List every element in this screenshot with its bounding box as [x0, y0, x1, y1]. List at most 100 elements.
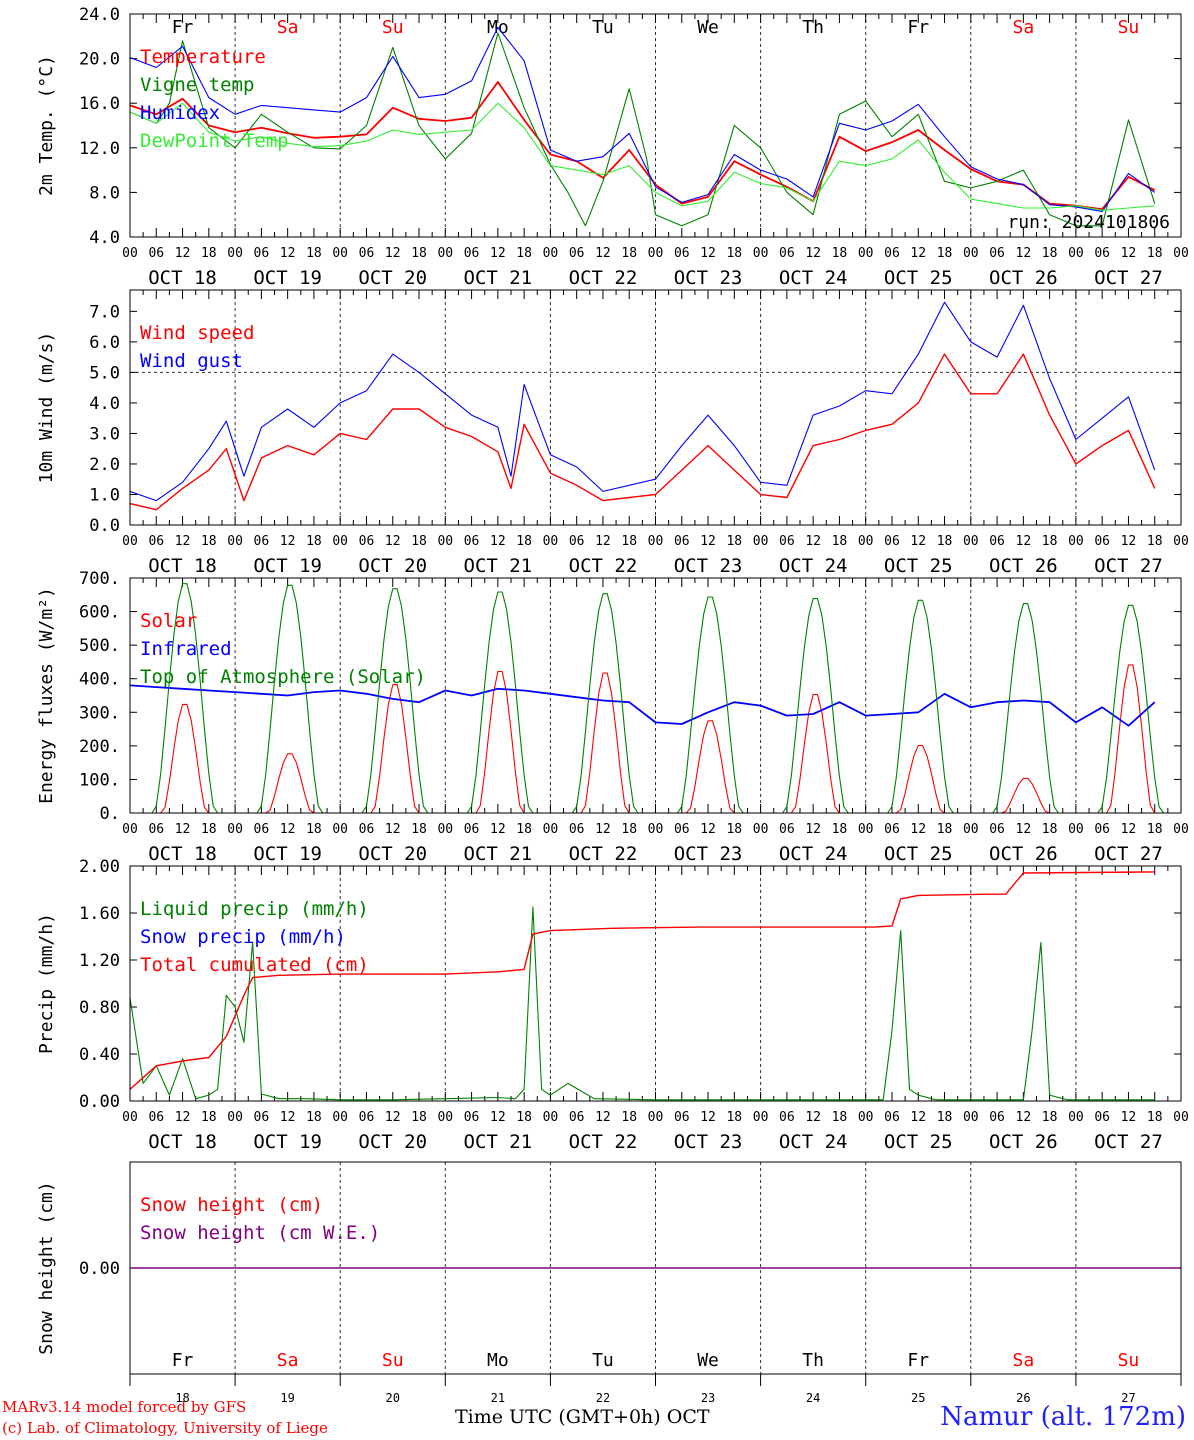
x-hour-label: 18	[937, 1110, 953, 1125]
time-axis-month: OCT	[666, 1406, 710, 1428]
x-hour-label: 06	[1094, 822, 1110, 837]
x-hour-label: 00	[332, 246, 348, 261]
x-hour-label: 06	[569, 534, 585, 549]
y-axis-title: Snow height (cm)	[36, 1181, 57, 1354]
legend-infrared: Infrared	[140, 638, 232, 660]
x-hour-label: 18	[1042, 534, 1058, 549]
y-tick-label: 600.	[79, 603, 120, 623]
x-hour-label: 18	[516, 246, 532, 261]
y-tick-label: 2.0	[89, 455, 120, 475]
x-day-label: OCT 22	[569, 555, 638, 577]
x-hour-label: 06	[989, 246, 1005, 261]
y-tick-label: 2.00	[79, 857, 120, 877]
x-hour-label: 00	[543, 822, 559, 837]
x-hour-label: 18	[201, 246, 217, 261]
legend-snow-height-cm-w-e: Snow height (cm W.E.)	[140, 1222, 380, 1244]
x-hour-label: 00	[1068, 246, 1084, 261]
legend-humidex: Humidex	[140, 102, 220, 124]
x-hour-label: 12	[1121, 534, 1137, 549]
time-axis-label: Time UTC (GMT+0h) OCT	[455, 1406, 710, 1428]
x-hour-label: 18	[411, 246, 427, 261]
x-hour-label: 06	[464, 534, 480, 549]
x-hour-label: 12	[910, 1110, 926, 1125]
y-tick-label: 6.0	[89, 333, 120, 353]
x-day-label: OCT 22	[569, 843, 638, 865]
x-hour-label: 00	[753, 534, 769, 549]
x-hour-label: 18	[726, 246, 742, 261]
legend-snow-precip-mm-h: Snow precip (mm/h)	[140, 926, 346, 948]
y-tick-label: 400.	[79, 670, 120, 690]
x-hour-label: 06	[359, 822, 375, 837]
y-tick-label: 0.0	[89, 516, 120, 536]
weekday-label: Sa	[277, 17, 299, 38]
x-hour-label: 12	[595, 1110, 611, 1125]
x-hour-label: 06	[254, 1110, 270, 1125]
x-hour-label: 06	[779, 1110, 795, 1125]
x-hour-label: 00	[963, 822, 979, 837]
y-tick-label: 8.0	[89, 183, 120, 203]
x-hour-label: 18	[1147, 246, 1163, 261]
x-day-label: OCT 25	[884, 843, 953, 865]
x-hour-label: 00	[122, 246, 138, 261]
plot-frame	[129, 289, 1182, 526]
series-wind-speed	[130, 353, 1156, 511]
y-tick-label: 5.0	[89, 363, 120, 383]
x-day-number: 22	[596, 1391, 610, 1405]
weekday-label: Tu	[592, 1350, 614, 1371]
x-day-label: OCT 19	[253, 267, 322, 289]
x-day-label: OCT 23	[674, 1131, 743, 1153]
x-hour-label: 00	[437, 822, 453, 837]
weekday-label: Su	[382, 17, 404, 38]
x-hour-label: 00	[858, 534, 874, 549]
x-hour-label: 12	[490, 246, 506, 261]
x-hour-label: 18	[306, 1110, 322, 1125]
x-hour-label: 12	[280, 246, 296, 261]
x-hour-label: 06	[884, 822, 900, 837]
legend-temperature: Temperature	[140, 46, 266, 68]
x-day-label: OCT 24	[779, 267, 848, 289]
x-hour-label: 00	[227, 822, 243, 837]
x-hour-label: 12	[1016, 822, 1032, 837]
x-hour-label: 00	[753, 1110, 769, 1125]
x-hour-label: 06	[569, 1110, 585, 1125]
x-hour-label: 12	[595, 534, 611, 549]
x-hour-label: 12	[805, 246, 821, 261]
x-hour-label: 18	[306, 822, 322, 837]
x-hour-label: 18	[516, 822, 532, 837]
plot-frame	[129, 1161, 1182, 1375]
x-hour-label: 18	[832, 534, 848, 549]
x-day-label: OCT 25	[884, 267, 953, 289]
time-axis-label-text: Time UTC (GMT+0h)	[455, 1406, 661, 1428]
y-tick-label: 1.60	[79, 904, 120, 924]
x-hour-label: 18	[621, 534, 637, 549]
x-day-label: OCT 20	[358, 555, 427, 577]
y-axis-title: 10m Wind (m/s)	[36, 332, 57, 484]
x-day-label: OCT 25	[884, 555, 953, 577]
x-day-label: OCT 18	[148, 267, 217, 289]
x-hour-label: 12	[490, 822, 506, 837]
weekday-label: Th	[802, 17, 824, 38]
weekday-label: Tu	[592, 17, 614, 38]
x-hour-label: 12	[910, 534, 926, 549]
x-hour-label: 00	[437, 534, 453, 549]
y-tick-label: 200.	[79, 737, 120, 757]
y-tick-label: 1.0	[89, 485, 120, 505]
x-hour-label: 00	[1173, 246, 1189, 261]
weekday-label: Su	[1118, 17, 1140, 38]
x-hour-label: 12	[595, 822, 611, 837]
x-hour-label: 18	[516, 534, 532, 549]
weekday-label: Sa	[277, 1350, 299, 1371]
y-tick-label: 3.0	[89, 424, 120, 444]
x-day-label: OCT 26	[989, 1131, 1058, 1153]
x-hour-label: 18	[937, 822, 953, 837]
x-day-number: 21	[491, 1391, 505, 1405]
legend-wind-gust: Wind gust	[140, 350, 243, 372]
x-hour-label: 00	[437, 246, 453, 261]
x-hour-label: 00	[332, 1110, 348, 1125]
x-hour-label: 00	[227, 534, 243, 549]
x-hour-label: 00	[858, 822, 874, 837]
x-hour-label: 12	[1016, 1110, 1032, 1125]
x-hour-label: 18	[1147, 1110, 1163, 1125]
x-hour-label: 12	[175, 1110, 191, 1125]
x-day-number: 19	[280, 1391, 294, 1405]
